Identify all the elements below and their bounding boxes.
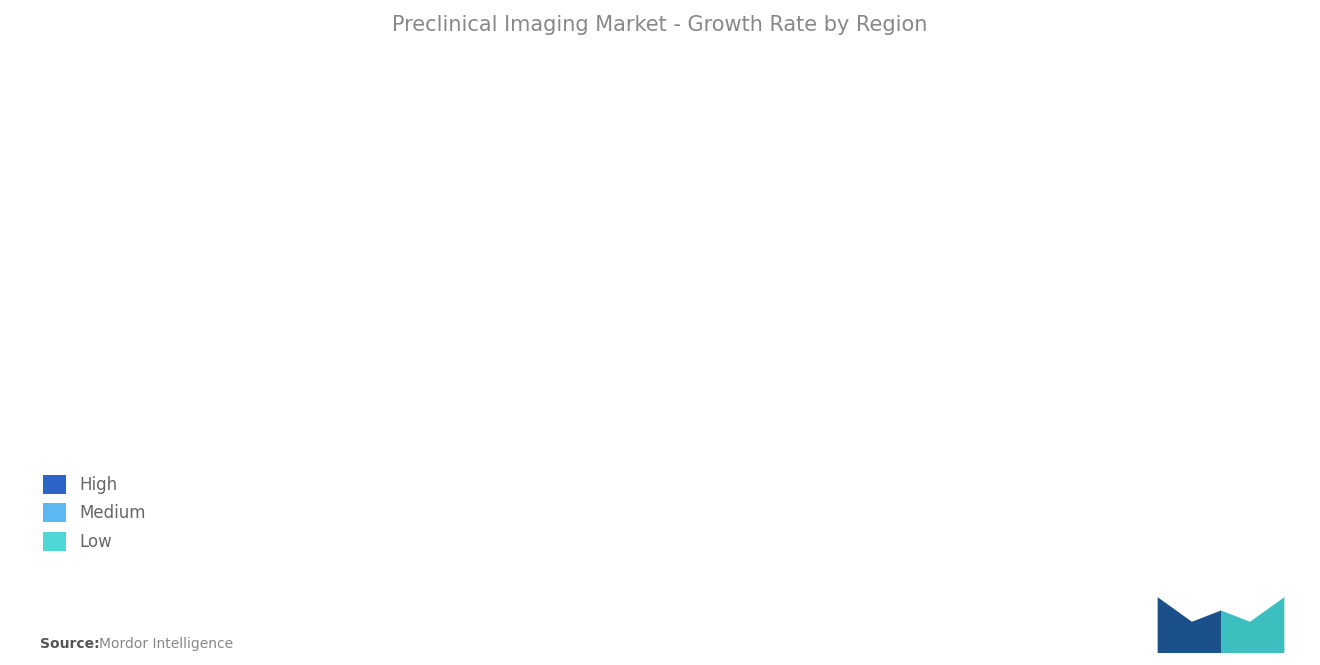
Legend: High, Medium, Low: High, Medium, Low xyxy=(36,468,153,557)
Text: Mordor Intelligence: Mordor Intelligence xyxy=(99,637,234,652)
Polygon shape xyxy=(1158,597,1221,653)
Text: Source:: Source: xyxy=(40,637,99,652)
Polygon shape xyxy=(1221,597,1284,653)
Title: Preclinical Imaging Market - Growth Rate by Region: Preclinical Imaging Market - Growth Rate… xyxy=(392,15,928,35)
